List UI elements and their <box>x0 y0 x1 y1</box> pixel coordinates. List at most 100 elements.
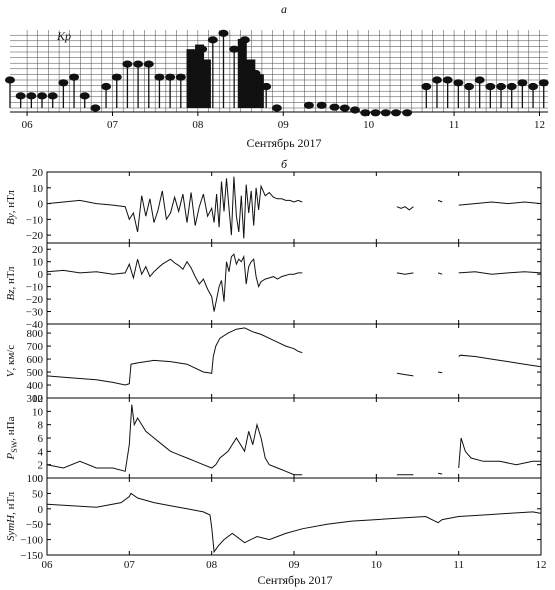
data-line <box>46 404 303 476</box>
y-tick-label: 2 <box>38 460 44 472</box>
kp-axis-label: Kp <box>56 29 71 43</box>
kp-marker <box>496 82 507 91</box>
y-tick-label: 300 <box>27 393 44 405</box>
kp-marker <box>79 92 90 100</box>
kp-marker <box>5 76 15 84</box>
y-tick-label: 10 <box>32 257 44 269</box>
data-line <box>438 371 443 374</box>
data-line <box>46 492 542 554</box>
y-tick-label: 500 <box>27 367 44 379</box>
kp-marker <box>261 82 272 91</box>
data-line <box>437 199 443 203</box>
x-tick-label: 12 <box>536 559 547 571</box>
y-tick-label: 0 <box>38 269 44 281</box>
kp-marker <box>474 76 485 84</box>
kp-marker <box>58 79 69 87</box>
kp-dark-bar <box>246 59 256 108</box>
y-tick-label: −10 <box>26 282 44 294</box>
kp-marker <box>271 104 282 112</box>
kp-marker-low <box>303 101 314 109</box>
y-tick-label: 10 <box>32 406 44 418</box>
kp-marker <box>538 79 549 87</box>
y-tick-label: −40 <box>26 319 44 331</box>
data-line <box>46 176 303 239</box>
kp-marker-low <box>370 109 381 117</box>
y-tick-label: −30 <box>26 307 44 319</box>
data-line <box>396 372 414 377</box>
data-line <box>396 272 414 275</box>
kp-x-tick-label: 09 <box>278 119 290 131</box>
kp-marker-low <box>390 109 401 117</box>
y-tick-label: −20 <box>26 230 44 242</box>
kp-x-tick-label: 10 <box>363 119 375 131</box>
kp-marker <box>186 51 197 59</box>
y-tick-label: −50 <box>26 519 44 531</box>
kp-marker <box>26 92 37 100</box>
data-line <box>458 201 542 206</box>
x-tick-label: 06 <box>42 559 54 571</box>
data-line <box>458 354 542 368</box>
kp-marker <box>111 73 122 81</box>
bottom-x-label: Сентябрь 2017 <box>257 573 332 587</box>
panel-label-b: б <box>281 157 288 171</box>
kp-marker <box>90 104 101 112</box>
y-tick-label: 12 <box>32 393 43 405</box>
kp-marker-low <box>316 101 327 109</box>
y-tick-label: 0 <box>38 473 44 485</box>
y-tick-label: 0 <box>38 504 44 516</box>
kp-x-tick-label: 08 <box>192 119 204 131</box>
kp-marker <box>175 73 186 81</box>
kp-marker <box>229 45 240 53</box>
kp-marker <box>506 82 517 91</box>
y-tick-label: 800 <box>27 328 44 340</box>
data-line <box>396 206 414 211</box>
data-line <box>438 472 443 475</box>
kp-marker <box>37 92 48 100</box>
kp-marker <box>485 82 496 91</box>
kp-dark-bar <box>254 74 264 108</box>
kp-marker <box>442 76 453 84</box>
kp-marker <box>15 92 26 100</box>
x-tick-label: 09 <box>289 559 301 571</box>
kp-marker <box>165 73 176 81</box>
kp-marker <box>154 73 165 81</box>
kp-marker <box>239 36 250 44</box>
kp-marker <box>101 82 112 91</box>
kp-panel: 06 07 08 09 10 11 12 <box>5 29 549 131</box>
panel-frame <box>46 397 542 479</box>
x-tick-label: 10 <box>371 559 383 571</box>
data-line <box>458 271 542 275</box>
kp-marker <box>197 45 208 53</box>
y-tick-label: 20 <box>32 167 44 179</box>
data-line <box>46 253 303 312</box>
kp-marker-low <box>329 103 340 111</box>
panel-ylabel: PSW, нПа <box>5 416 19 460</box>
y-tick-label: 8 <box>38 420 44 432</box>
kp-marker-low <box>350 106 361 114</box>
kp-marker-low <box>380 109 391 117</box>
panel-frame <box>46 323 542 399</box>
x-tick-label: 08 <box>206 559 218 571</box>
kp-marker <box>250 69 261 78</box>
panel-ylabel: By, нТл <box>5 190 17 225</box>
y-tick-label: 50 <box>32 488 44 500</box>
panel-frame <box>46 242 542 325</box>
kp-marker <box>218 29 229 37</box>
kp-x-tick-label: 07 <box>107 119 119 131</box>
y-tick-label: 20 <box>32 244 44 256</box>
y-tick-label: 600 <box>27 354 44 366</box>
kp-marker-low <box>360 109 371 117</box>
panel-ylabel: Bz, нТл <box>5 266 17 301</box>
panel-label-a: а <box>281 2 287 16</box>
panel-ylabel: SymH, нТл <box>5 491 17 541</box>
kp-dark-bar <box>237 38 247 108</box>
y-tick-label: −10 <box>26 214 44 226</box>
kp-x-tick-label: 12 <box>534 119 545 131</box>
kp-marker <box>517 79 528 87</box>
kp-marker <box>453 79 464 87</box>
kp-marker-low <box>339 104 350 112</box>
y-tick-label: 4 <box>38 446 44 458</box>
x-tick-label: 07 <box>124 559 136 571</box>
